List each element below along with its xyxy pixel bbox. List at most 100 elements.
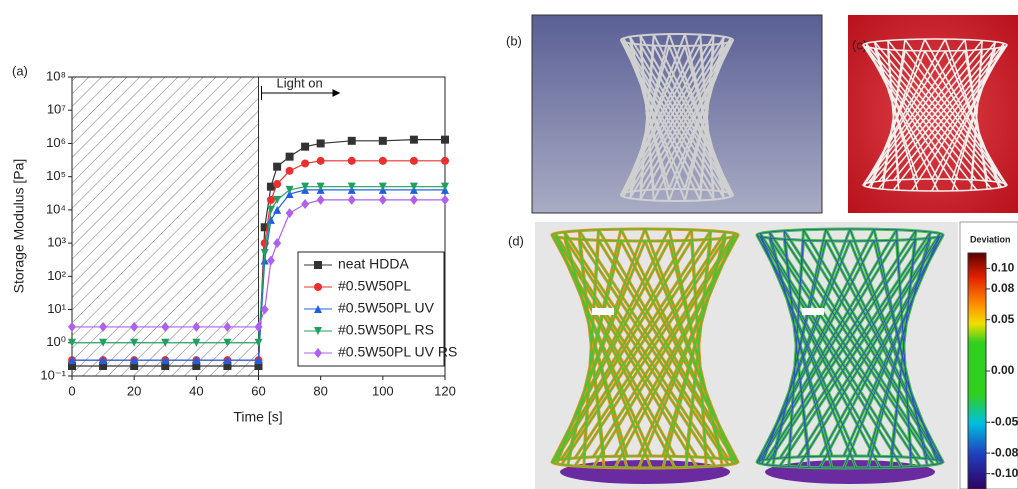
lattice-strut (766, 230, 917, 460)
marker (316, 194, 325, 205)
marker (254, 356, 263, 365)
marker (266, 195, 275, 204)
lattice-strut (779, 231, 931, 459)
lattice-strut (644, 240, 734, 461)
lattice-strut (865, 42, 978, 181)
panel-label: (d) (508, 233, 524, 248)
marker (409, 156, 418, 165)
colorbar-label: 0.00 (991, 363, 1015, 377)
lattice-strut (551, 234, 676, 468)
marker (260, 223, 269, 232)
lattice-strut (911, 44, 1008, 180)
y-tick-label: 10³ (47, 235, 66, 250)
lattice-strut (758, 229, 897, 462)
marker (99, 321, 108, 332)
marker (223, 321, 232, 332)
lattice-strut (554, 233, 652, 469)
marker (223, 356, 232, 365)
marker (441, 194, 449, 205)
marker (285, 185, 294, 194)
marker (161, 361, 170, 370)
lattice-strut (761, 228, 851, 465)
lattice-strut (843, 236, 941, 457)
lattice-strut (629, 42, 725, 199)
marker (441, 182, 449, 191)
marker (161, 356, 170, 365)
lattice-strut (877, 41, 997, 182)
marker (130, 338, 139, 347)
marker (130, 361, 139, 370)
marker (99, 338, 108, 347)
lattice-strut (881, 39, 906, 190)
marker (223, 338, 232, 347)
y-tick-label: 10⁸ (46, 68, 66, 83)
x-tick-label: 60 (251, 383, 265, 398)
colorbar (967, 252, 987, 489)
marker (285, 208, 294, 219)
lattice-strut (772, 229, 827, 466)
lattice-strut (887, 49, 1003, 188)
x-tick-label: 20 (127, 383, 141, 398)
y-tick-label: 10⁰ (46, 334, 66, 349)
marker (260, 249, 269, 258)
marker (99, 361, 108, 370)
lattice-strut (931, 46, 1005, 180)
marker (68, 338, 76, 347)
marker (192, 356, 201, 365)
lattice-strut (803, 239, 942, 464)
lattice-strut (629, 36, 725, 193)
marker (285, 152, 294, 161)
lattice-strut (563, 231, 628, 469)
marker (441, 156, 449, 165)
marker (378, 182, 387, 191)
lattice-strut (554, 236, 698, 468)
x-axis-label: Time [s] (233, 409, 282, 425)
colorbar-label: 0.05 (991, 312, 1015, 326)
marker (99, 356, 108, 365)
colorbar-label: 0.10 (991, 261, 1015, 275)
marker (316, 139, 325, 148)
lattice-strut (892, 46, 1005, 191)
colorbar-title: Deviation (970, 234, 1011, 244)
marker (285, 190, 294, 199)
marker (130, 321, 139, 332)
marker (266, 255, 275, 266)
lattice-strut (825, 240, 944, 462)
lattice-strut (759, 236, 903, 468)
lattice-rim (862, 38, 1008, 52)
lattice-strut (951, 41, 997, 192)
lattice-strut (788, 229, 804, 467)
marker (273, 195, 282, 204)
marker (254, 338, 263, 347)
lattice-strut (769, 231, 833, 468)
marker (285, 166, 294, 175)
marker (192, 321, 201, 332)
lattice-strut (668, 45, 732, 194)
lattice-strut (964, 50, 989, 182)
marker (273, 180, 282, 189)
lattice-strut (904, 49, 1008, 187)
x-tick-label: 0 (68, 383, 75, 398)
marker (316, 156, 325, 165)
y-tick-label: 10⁻¹ (40, 367, 66, 382)
lattice-strut (597, 239, 737, 464)
lattice-strut (652, 39, 734, 191)
lattice-strut (867, 39, 983, 184)
marker (314, 327, 322, 335)
lattice-rim (756, 228, 944, 242)
lattice-strut (865, 46, 978, 191)
marker (347, 194, 356, 205)
lattice (620, 33, 734, 202)
y-tick-label: 10⁶ (46, 135, 66, 150)
lattice-strut (620, 34, 702, 196)
marker (301, 199, 310, 210)
marker (68, 361, 76, 370)
lattice-strut (892, 42, 1005, 181)
marker (347, 156, 356, 165)
marker (378, 136, 387, 145)
marker (378, 156, 387, 165)
y-axis-label: Storage Modulus [Pa] (11, 159, 27, 294)
marker (266, 182, 275, 191)
lattice-strut (756, 234, 881, 468)
